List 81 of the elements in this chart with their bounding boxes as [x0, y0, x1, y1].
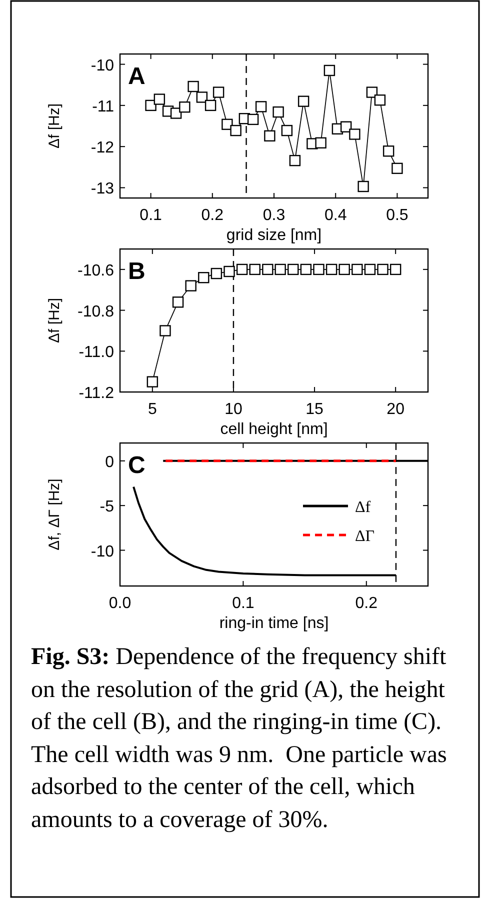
point: [352, 264, 363, 276]
point: [313, 264, 324, 276]
point: [315, 137, 326, 148]
point: [255, 101, 267, 112]
point: [179, 101, 190, 113]
point: [366, 86, 378, 98]
point: [374, 94, 386, 106]
point: [222, 118, 233, 130]
point: [289, 154, 301, 166]
x-tick-label: 15: [306, 401, 324, 418]
legend-label: ΔΓ: [355, 528, 375, 545]
y-tick-label: -10.8: [78, 303, 114, 320]
x-tick-label: 5: [148, 401, 157, 418]
x-axis-title: cell height [nm]: [220, 421, 328, 438]
point: [264, 130, 276, 142]
annotation: C: [128, 452, 146, 479]
y-axis-title: Δf [Hz]: [46, 103, 63, 149]
y-tick-label: -11: [92, 98, 114, 116]
annotation: B: [128, 258, 146, 285]
point: [170, 108, 182, 119]
x-axis-title: grid size [nm]: [226, 227, 322, 244]
point: [281, 124, 293, 136]
point: [340, 121, 352, 132]
x-tick-label: 0.2: [201, 207, 224, 224]
y-tick-label: 0: [105, 454, 114, 471]
y-tick-label: -12: [90, 140, 114, 157]
point: [146, 376, 158, 388]
point: [377, 264, 388, 276]
point: [364, 264, 376, 276]
x-tick-label: 10: [224, 401, 242, 418]
point: [300, 264, 312, 276]
legend-label: Δf: [355, 499, 372, 516]
y-tick-label: -13: [90, 180, 114, 198]
point: [188, 80, 199, 92]
x-tick-label: 0.1: [140, 207, 162, 224]
point: [298, 96, 310, 107]
y-tick-label: -10: [90, 57, 114, 74]
y-tick-label: -11.0: [78, 344, 114, 362]
x-tick-label: 0.5: [386, 207, 408, 224]
x-tick-label: 0.0: [108, 595, 132, 612]
point: [272, 106, 284, 118]
point: [198, 272, 210, 284]
point: [390, 264, 402, 276]
point: [212, 86, 224, 98]
point: [349, 128, 360, 140]
point: [382, 145, 394, 157]
point: [262, 264, 274, 276]
point: [145, 100, 156, 112]
point: [204, 100, 216, 112]
point: [224, 266, 235, 278]
y-axis-title: Δf [Hz]: [46, 298, 63, 344]
x-tick-label: 20: [386, 401, 405, 418]
y-tick-label: -10: [90, 543, 114, 560]
y-tick-label: -5: [100, 498, 114, 516]
point: [196, 92, 208, 103]
x-tick-label: 0.2: [355, 595, 378, 612]
point: [338, 264, 350, 276]
point: [185, 280, 196, 292]
caption: Fig. S3: Dependence of the frequency shift on the resolution of the grid (A), the height of the cell (B), and the ringing-in time (C). The cell width was 9 nm. One particle was adsorbed to the center of the cell, which amounts to a coverage of 30%.: [31, 643, 448, 834]
point: [210, 268, 222, 280]
x-tick-label: 0.4: [324, 207, 347, 224]
y-tick-label: -10.6: [78, 262, 114, 280]
y-tick-label: -11.2: [78, 385, 114, 402]
point: [236, 264, 248, 276]
annotation: A: [128, 63, 146, 90]
y-axis-title: Δf, ΔΓ [Hz]: [46, 478, 63, 550]
point: [249, 264, 260, 276]
x-tick-label: 0.1: [232, 595, 254, 612]
point: [358, 180, 369, 192]
point: [274, 264, 286, 276]
point: [160, 325, 171, 336]
point: [392, 162, 403, 174]
point: [154, 94, 166, 105]
point: [324, 64, 336, 76]
point: [247, 114, 259, 126]
point: [230, 124, 242, 136]
x-tick-label: 0.3: [262, 207, 286, 224]
point: [326, 264, 338, 276]
point: [288, 264, 299, 276]
x-axis-title: ring-in time [ns]: [219, 615, 329, 632]
point: [172, 296, 184, 308]
